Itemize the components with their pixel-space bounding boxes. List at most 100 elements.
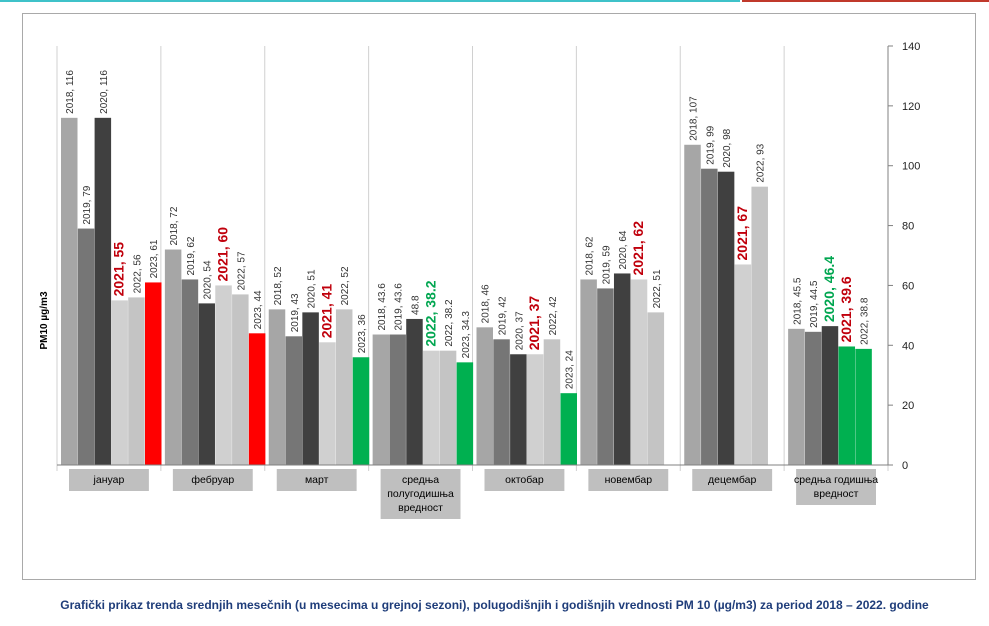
- bar-2018: [788, 328, 805, 465]
- bar-2020: [302, 312, 319, 465]
- bar-2022: [543, 339, 561, 465]
- bar-data-label: 2020, 51: [307, 269, 318, 308]
- bar-data-label: 2020, 98: [722, 128, 733, 167]
- bar-data-label: 2022, 38.2: [444, 299, 455, 347]
- bar-2021: [734, 264, 752, 465]
- bar-data-label: 2018, 46: [481, 284, 492, 323]
- bar-data-label: 2021, 67: [734, 206, 750, 261]
- bar-data-label: 2021, 37: [526, 296, 542, 351]
- bars: [61, 117, 872, 465]
- bar-2021: [111, 300, 128, 465]
- y-tick-label: 120: [902, 101, 920, 113]
- bar-data-label: 2023, 34.3: [461, 311, 472, 359]
- bar-data-label: 2021, 39.6: [838, 276, 854, 342]
- chart-frame: 2018, 116 2019, 79 2020, 116 2021, 55 2022, …: [22, 13, 976, 580]
- bar-2021: [215, 285, 232, 465]
- pm10-bar-chart: 2018, 116 2019, 79 2020, 116 2021, 55 2022, …: [39, 41, 920, 519]
- bar-data-label: 2021, 55: [111, 242, 127, 297]
- bar-2020: [406, 318, 423, 465]
- bar-data-label: 2020, 116: [99, 70, 110, 114]
- bar-2018: [476, 327, 493, 465]
- category-label: јануар: [93, 474, 125, 486]
- bar-2021: [838, 346, 856, 465]
- bar-data-label: 2019, 62: [186, 236, 197, 275]
- bar-2021: [319, 342, 336, 465]
- category-label-box: [484, 469, 565, 491]
- bar-data-label: 2019, 43.6: [394, 283, 405, 331]
- bar-data-label: 2022, 38.8: [860, 297, 871, 345]
- bar-data-label: 2018, 107: [689, 96, 700, 141]
- category-label-box: [276, 469, 357, 491]
- y-tick-label: 40: [902, 340, 914, 352]
- category-label-box: [588, 469, 669, 491]
- bar-2020: [717, 171, 735, 465]
- bar-data-label: 2022, 38.2: [422, 280, 438, 346]
- bar-data-label: 2023, 44: [253, 290, 264, 329]
- bar-2019: [493, 339, 510, 465]
- bar-data-label: 2018, 45.5: [792, 277, 803, 325]
- bar-2022: [439, 350, 457, 465]
- bar-data-label: 2022, 57: [236, 251, 247, 290]
- category-label-box: [692, 469, 773, 491]
- bar-2022: [751, 186, 768, 465]
- bar-data-label: 2022, 42: [548, 296, 559, 335]
- figure-caption: Grafički prikaz trenda srednjih mesečnih…: [60, 598, 929, 612]
- bar-data-label: 2022, 93: [756, 143, 767, 182]
- bar-data-label: 2022, 51: [652, 269, 663, 308]
- bar-2019: [701, 168, 718, 465]
- category-label-box: [172, 469, 253, 491]
- category-label: децембар: [708, 474, 756, 486]
- bar-2018: [684, 144, 701, 465]
- top-accent-line-red: [742, 0, 989, 2]
- bar-data-label: 2023, 36: [357, 314, 368, 353]
- bar-2018: [580, 279, 597, 465]
- bar-2020: [821, 326, 839, 465]
- bar-2023: [145, 282, 162, 465]
- bar-2021: [423, 350, 440, 465]
- bar-2018: [268, 309, 286, 465]
- bar-2018: [372, 334, 390, 465]
- bar-data-label: 2021, 62: [630, 221, 646, 276]
- category-label: март: [305, 474, 329, 486]
- bar-2022: [335, 309, 353, 465]
- bar-labels: 2018, 116 2019, 79 2020, 116 2021, 55 2022, …: [65, 70, 870, 390]
- category-label-box: [796, 469, 876, 505]
- bar-2022: [855, 348, 872, 465]
- category-labels: јануар фебруар март средња полугодишња вредно…: [69, 469, 878, 519]
- y-tick-label: 60: [902, 280, 914, 292]
- category-label: средња: [402, 474, 439, 486]
- bar-data-label: 2022, 56: [132, 254, 143, 293]
- category-label: вредност: [814, 488, 859, 500]
- bar-2021: [630, 279, 648, 465]
- bar-2020: [510, 354, 527, 465]
- bar-data-label: 2021, 41: [318, 284, 334, 339]
- bar-2019: [181, 279, 199, 465]
- bar-data-label: 2020, 54: [203, 260, 214, 299]
- category-label: октобар: [505, 474, 544, 486]
- bar-data-label: 2019, 43: [290, 293, 301, 332]
- bar-2022: [128, 297, 145, 465]
- bar-data-label: 2019, 99: [705, 125, 716, 164]
- y-tick-label: 100: [902, 161, 920, 173]
- category-label-box: [380, 469, 461, 519]
- bar-data-label: 2018, 62: [585, 236, 596, 275]
- y-tick-label: 80: [902, 221, 914, 233]
- bar-data-label: 2019, 42: [498, 296, 509, 335]
- bar-data-label: 2020, 64: [618, 230, 629, 269]
- bar-data-label: 2020, 37: [514, 311, 525, 350]
- y-tick-label: 0: [902, 460, 908, 472]
- bar-2019: [804, 331, 822, 465]
- bar-2019: [285, 336, 303, 465]
- bar-data-label: 48.8: [410, 295, 421, 315]
- bar-2023: [248, 333, 266, 465]
- bar-2023: [456, 362, 474, 465]
- bar-2019: [389, 334, 406, 465]
- y-ticks: 0 20 40 60 80 100 120 140: [888, 41, 920, 472]
- bar-2022: [232, 294, 249, 465]
- bar-data-label: 2018, 72: [169, 206, 180, 245]
- category-label: полугодишња: [387, 488, 454, 500]
- y-tick-label: 140: [902, 41, 920, 53]
- y-tick-label: 20: [902, 400, 914, 412]
- bar-2018: [61, 117, 78, 465]
- bar-2020: [613, 273, 631, 465]
